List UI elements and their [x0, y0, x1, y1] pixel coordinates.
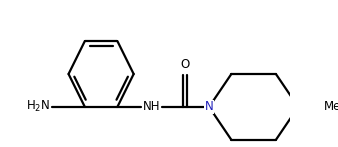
Text: N: N	[205, 100, 214, 113]
Text: NH: NH	[143, 100, 161, 113]
Text: N: N	[205, 100, 214, 113]
Text: O: O	[180, 58, 190, 71]
Text: Me: Me	[324, 100, 338, 113]
Text: H$_2$N: H$_2$N	[26, 99, 51, 115]
